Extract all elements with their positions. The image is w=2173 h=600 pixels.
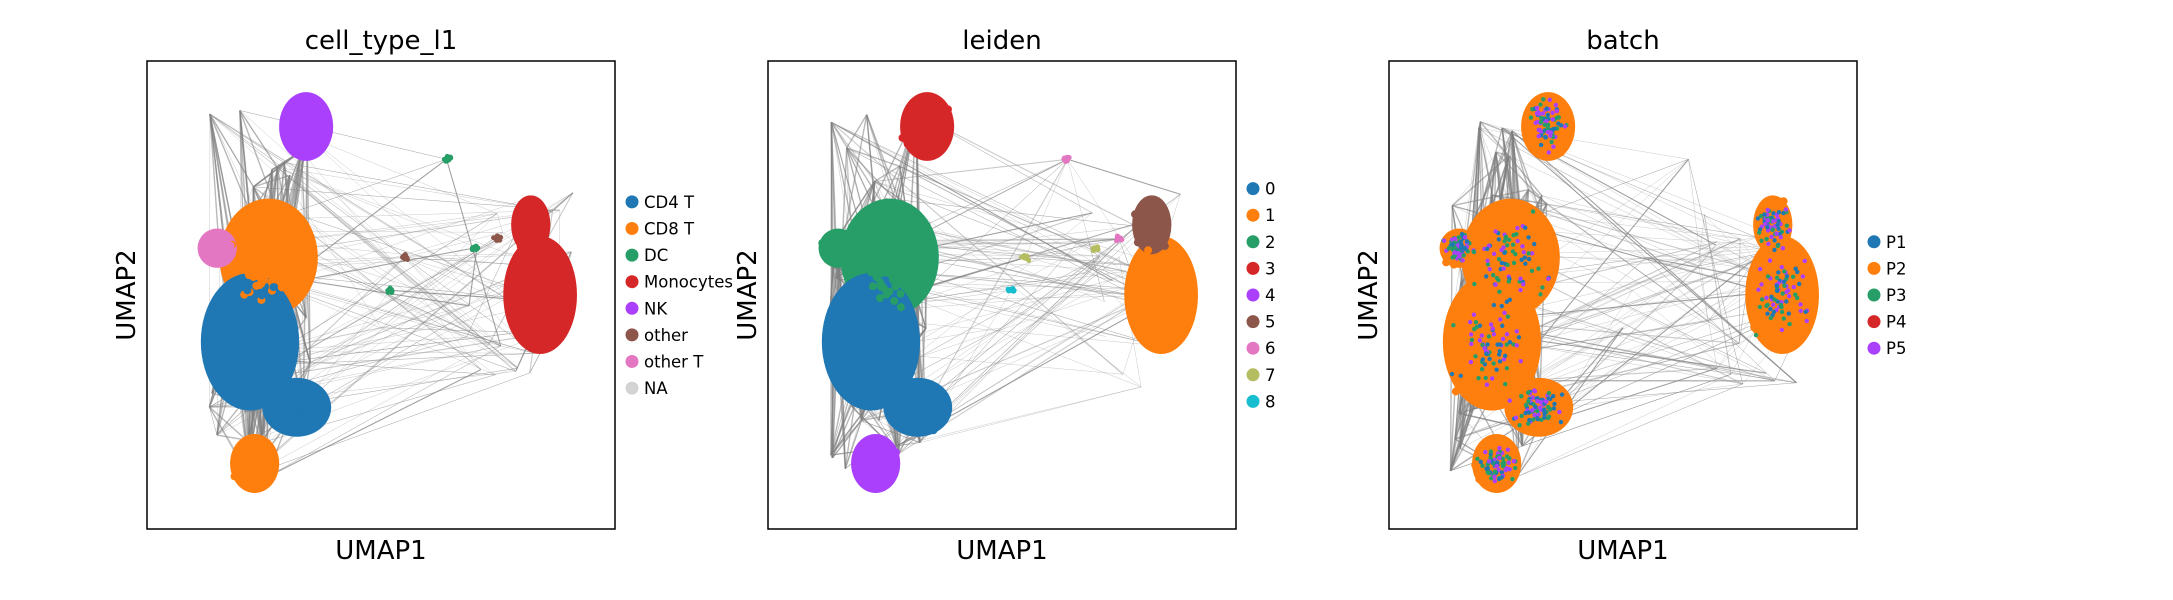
legend-label: 6 [1265, 339, 1276, 358]
legend: CD4 T CD8 T DC Monocytes NK other other T NA [625, 193, 733, 398]
legend-label: 0 [1265, 180, 1276, 199]
legend-label: NA [644, 379, 668, 398]
legend-marker [625, 381, 639, 395]
legend-label: other [644, 326, 688, 345]
x-axis-label: UMAP1 [335, 536, 426, 566]
legend-marker [625, 355, 639, 368]
y-axis-label: UMAP2 [1354, 249, 1384, 340]
scatter-area [197, 92, 577, 493]
legend-marker [1246, 315, 1260, 329]
legend-marker [1246, 288, 1260, 302]
legend-marker [1246, 182, 1260, 196]
legend-label: NK [644, 299, 668, 318]
legend-marker [1867, 315, 1881, 329]
legend-label: 8 [1265, 392, 1276, 411]
scatter-area [1439, 92, 1819, 493]
umap-panel-1: cell_type_l1 UMAP1 UMAP2 CD4 T CD8 T DC Monocy… [112, 26, 733, 566]
legend-label: P1 [1886, 233, 1906, 252]
legend-marker [1246, 341, 1260, 355]
legend-marker [625, 248, 639, 262]
legend-label: P4 [1886, 313, 1906, 332]
x-axis-label: UMAP1 [1577, 536, 1668, 566]
legend-marker [625, 301, 639, 315]
legend-marker [625, 275, 639, 289]
y-axis-label: UMAP2 [733, 249, 763, 340]
legend-marker [625, 222, 639, 235]
legend-label: 4 [1265, 286, 1276, 305]
umap-panel-2: leiden UMAP1 UMAP2 0 1 2 3 4 5 6 7 8 [733, 26, 1276, 566]
legend-label: 5 [1265, 313, 1276, 332]
legend: 0 1 2 3 4 5 6 7 8 [1246, 180, 1276, 411]
umap-panel-3: batch UMAP1 UMAP2 P1 P2 P3 P4 P5 [1354, 26, 1906, 566]
legend-marker [625, 195, 639, 209]
legend-label: DC [644, 246, 668, 265]
x-axis-label: UMAP1 [956, 536, 1047, 566]
legend-marker [1867, 288, 1881, 302]
panel-title: leiden [962, 26, 1041, 56]
panel-title: batch [1586, 26, 1659, 56]
legend-label: 2 [1265, 233, 1276, 252]
axes-frame [767, 60, 1237, 530]
legend-label: 7 [1265, 366, 1276, 385]
axes-frame [146, 60, 616, 530]
legend-marker [1246, 235, 1260, 249]
legend-label: Monocytes [644, 273, 733, 292]
legend-marker [1246, 261, 1260, 275]
legend-marker [1867, 341, 1881, 355]
legend-marker [1246, 368, 1260, 382]
legend-label: CD4 T [644, 193, 695, 212]
y-axis-label: UMAP2 [112, 249, 142, 340]
legend-marker [1246, 394, 1260, 408]
legend-label: P3 [1886, 286, 1906, 305]
legend-marker [625, 328, 639, 342]
legend: P1 P2 P3 P4 P5 [1867, 233, 1906, 358]
legend-marker [1867, 235, 1881, 249]
legend-marker [1246, 208, 1260, 222]
legend-marker [1867, 261, 1881, 275]
legend-label: CD8 T [644, 220, 695, 239]
legend-label: other T [644, 353, 704, 372]
axes-frame [1388, 60, 1858, 530]
legend-label: 1 [1265, 206, 1276, 225]
scatter-area [818, 92, 1198, 493]
legend-label: 3 [1265, 259, 1276, 278]
legend-label: P2 [1886, 259, 1906, 278]
panel-title: cell_type_l1 [305, 26, 458, 56]
legend-label: P5 [1886, 339, 1906, 358]
